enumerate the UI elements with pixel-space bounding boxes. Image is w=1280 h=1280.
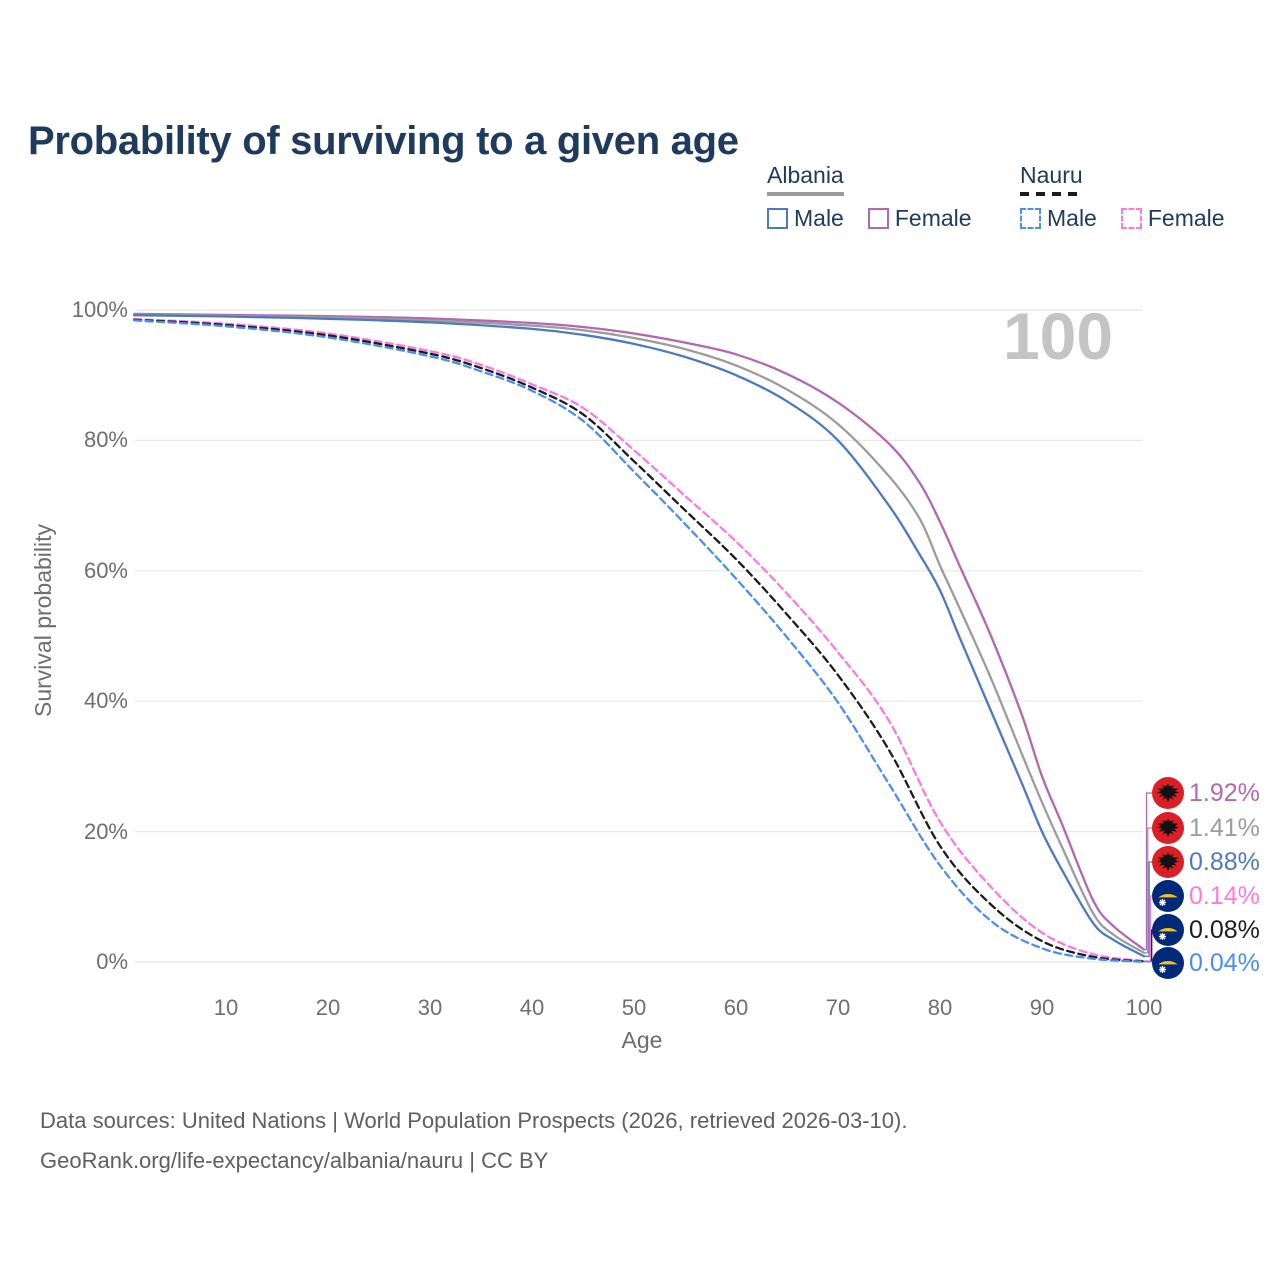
end-label-connector-albania [1144, 827, 1152, 954]
legend-item-label: Male [794, 205, 844, 232]
nauru-flag-icon [1152, 914, 1184, 946]
end-label-connector-albania-female [1144, 792, 1152, 951]
y-tick-80: 80% [83, 427, 128, 453]
end-label-albania-female: 1.92% [1152, 776, 1260, 810]
solid-line-sample [767, 192, 844, 197]
end-label-value: 1.92% [1189, 778, 1260, 807]
end-label-albania-male: 0.88% [1152, 845, 1260, 879]
end-label-nauru-male: 0.04% [1152, 946, 1260, 980]
legend-group-albania: Albania Male Female [767, 162, 972, 232]
series-swatch-icon [1020, 208, 1041, 230]
series-line-albania-female[interactable] [133, 312, 1146, 951]
series-line-nauru-female[interactable] [133, 317, 1146, 963]
x-tick-10: 10 [213, 995, 239, 1020]
end-label-connector-albania-male [1144, 861, 1152, 957]
legend-country-nauru: Nauru [1020, 162, 1083, 197]
series-line-albania-male[interactable] [133, 314, 1146, 958]
y-tick-100: 100% [71, 297, 128, 322]
page-title: Probability of surviving to a given age [28, 118, 739, 163]
nauru-flag-icon [1152, 880, 1184, 912]
y-tick-0: 0% [96, 949, 128, 974]
x-tick-80: 80 [927, 995, 953, 1020]
legend-item-label: Male [1047, 205, 1097, 232]
y-tick-60: 60% [83, 557, 128, 583]
y-axis-title: Survival probability [30, 523, 56, 717]
series-swatch-icon [867, 208, 889, 230]
legend-item-albania-female[interactable]: Female [867, 205, 972, 232]
x-tick-40: 40 [519, 995, 545, 1020]
x-tick-50: 50 [621, 995, 647, 1020]
end-label-value: 0.14% [1189, 881, 1260, 910]
series-line-albania[interactable] [133, 313, 1146, 954]
legend-item-nauru-female[interactable]: Female [1120, 205, 1225, 232]
series-line-nauru[interactable] [133, 318, 1146, 963]
legend-item-nauru-male[interactable]: Male [1020, 205, 1097, 232]
x-tick-30: 30 [417, 995, 443, 1020]
end-label-value: 0.08% [1189, 915, 1260, 944]
legend-items-row: Male Female [1020, 205, 1225, 232]
y-tick-20: 20% [83, 818, 128, 844]
nauru-flag-icon [1152, 947, 1184, 979]
end-label-value: 1.41% [1189, 813, 1260, 842]
x-tick-20: 20 [315, 995, 341, 1020]
legend-group-nauru: Nauru Male Female [1020, 162, 1225, 232]
albania-flag-icon [1152, 812, 1184, 844]
legend-items-row: Male Female [767, 205, 972, 232]
legend-country-albania: Albania [767, 162, 844, 197]
end-label-value: 0.04% [1189, 948, 1260, 977]
albania-flag-icon [1152, 846, 1184, 878]
x-tick-70: 70 [825, 995, 851, 1020]
end-label-value: 0.88% [1189, 847, 1260, 876]
x-tick-90: 90 [1029, 995, 1055, 1020]
legend-item-albania-male[interactable]: Male [767, 205, 844, 232]
series-swatch-icon [1120, 208, 1142, 230]
end-label-nauru-female: 0.14% [1152, 879, 1260, 913]
data-sources-note: Data sources: United Nations | World Pop… [40, 1108, 908, 1133]
x-tick-60: 60 [723, 995, 749, 1020]
end-label-albania: 1.41% [1152, 811, 1260, 845]
x-axis-title: Age [621, 1027, 663, 1053]
y-tick-40: 40% [83, 688, 128, 714]
x-tick-100: 100 [1125, 995, 1163, 1020]
legend-item-label: Female [894, 205, 972, 232]
legend-item-label: Female [1147, 205, 1225, 232]
dashed-line-sample [1020, 192, 1083, 197]
hovered-age-indicator: 100 [1002, 299, 1114, 373]
end-label-nauru: 0.08% [1152, 913, 1260, 947]
attribution-note: GeoRank.org/life-expectancy/albania/naur… [40, 1148, 549, 1173]
series-line-nauru-male[interactable] [133, 319, 1146, 963]
albania-flag-icon [1152, 777, 1184, 809]
chart-plot-area [133, 309, 1154, 964]
series-swatch-icon [767, 208, 788, 230]
